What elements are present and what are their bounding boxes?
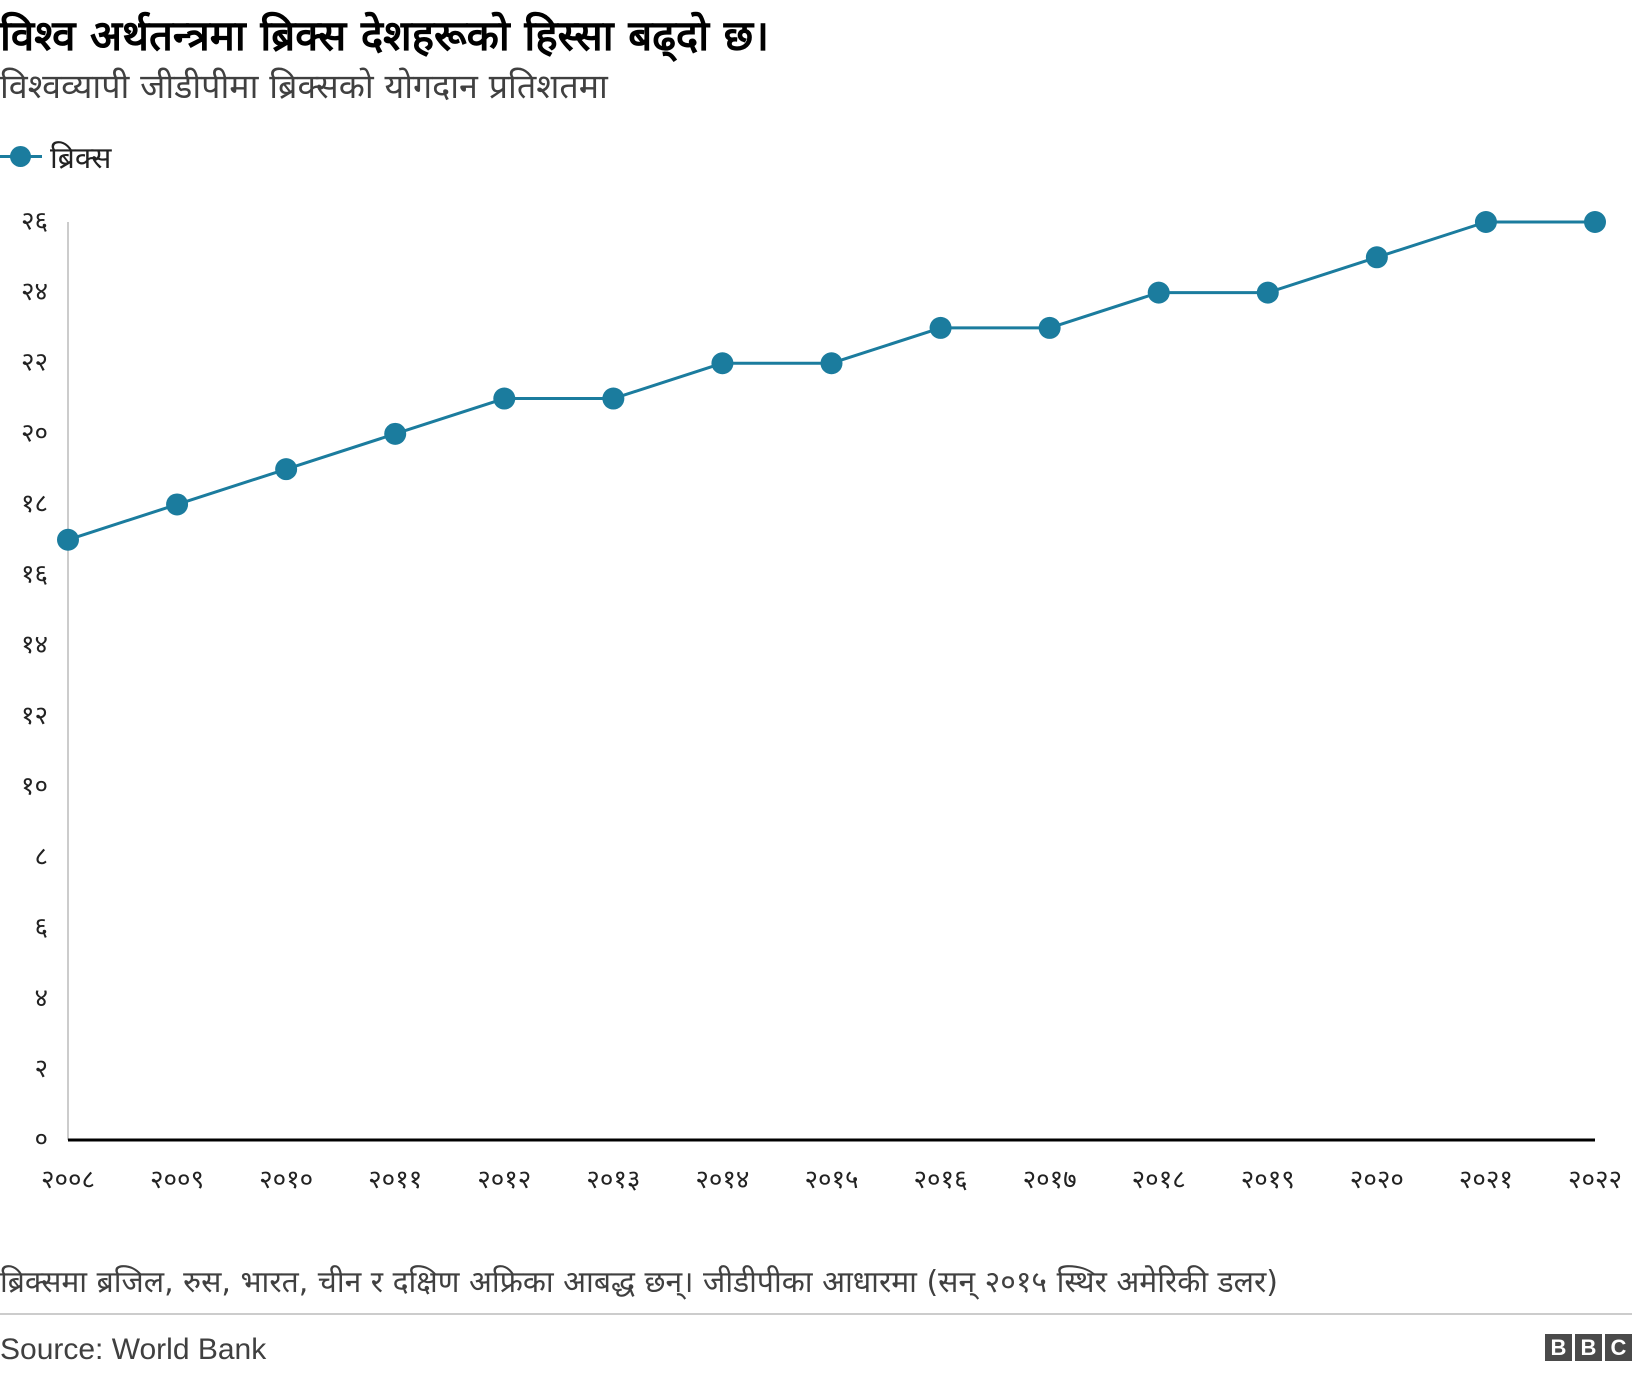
chart-note: ब्रिक्समा ब्रजिल, रुस, भारत, चीन र दक्षि… — [0, 1265, 1278, 1300]
legend-label: ब्रिक्स — [50, 140, 112, 176]
x-tick-label: २०२१ — [1459, 1165, 1513, 1195]
x-tick-label: २०१४ — [695, 1165, 749, 1195]
data-point — [1038, 316, 1061, 339]
y-tick-label: ४ — [34, 983, 48, 1013]
x-tick-label: २०२० — [1350, 1165, 1404, 1195]
data-point — [493, 387, 516, 410]
data-point — [275, 458, 298, 481]
data-point — [1474, 211, 1497, 233]
y-tick-label: ८ — [34, 842, 48, 872]
y-tick-label: ६ — [34, 913, 48, 943]
x-tick-label: २०१६ — [914, 1165, 968, 1195]
y-tick-label: ० — [34, 1125, 48, 1155]
data-point — [1584, 211, 1606, 233]
x-tick-label: २०१९ — [1241, 1165, 1295, 1195]
x-tick-label: २०१३ — [586, 1165, 640, 1195]
chart-title: विश्व अर्थतन्त्रमा ब्रिक्स देशहरूको हिस्… — [0, 11, 770, 60]
y-tick-label: १८ — [21, 489, 48, 519]
y-tick-label: १२ — [21, 701, 48, 731]
data-point — [1365, 246, 1388, 269]
bbc-logo-letter: C — [1605, 1334, 1632, 1361]
bbc-logo-letter: B — [1545, 1334, 1572, 1361]
x-tick-label: २०१५ — [804, 1165, 858, 1195]
footer-divider — [0, 1313, 1632, 1315]
bbc-logo: B B C — [1545, 1334, 1632, 1361]
y-tick-label: २४ — [21, 277, 48, 307]
y-tick-label: २ — [34, 1054, 48, 1084]
data-point — [57, 528, 79, 551]
legend: ब्रिक्स — [0, 136, 111, 176]
data-point — [384, 422, 407, 445]
data-point — [820, 352, 843, 375]
chart-subtitle: विश्वव्यापी जीडीपीमा ब्रिक्सको योगदान प्… — [0, 67, 608, 107]
legend-marker-icon — [0, 142, 42, 170]
data-point — [711, 352, 734, 375]
series-line — [67, 220, 1595, 542]
source-credit: Source: World Bank — [0, 1333, 267, 1366]
x-tick-label: २०१० — [259, 1165, 313, 1195]
x-tick-label: २०१७ — [1023, 1165, 1077, 1195]
data-point — [602, 387, 625, 410]
y-tick-label: १० — [21, 771, 48, 801]
data-point — [1256, 281, 1279, 304]
y-tick-label: २२ — [21, 348, 48, 378]
x-tick-label: २०११ — [368, 1165, 422, 1195]
x-tick-label: २०१८ — [1132, 1165, 1186, 1195]
data-point — [1147, 281, 1170, 304]
x-tick-label: २००९ — [150, 1165, 204, 1195]
x-tick-label: २००८ — [41, 1165, 95, 1195]
y-tick-label: २० — [21, 418, 48, 448]
data-point — [166, 493, 189, 516]
y-tick-label: २६ — [21, 207, 48, 237]
y-tick-label: १६ — [21, 560, 48, 590]
y-tick-label: १४ — [21, 630, 48, 660]
x-tick-label: २०२२ — [1568, 1165, 1622, 1195]
x-tick-label: २०१२ — [477, 1165, 531, 1195]
data-point — [929, 316, 952, 339]
bbc-logo-letter: B — [1575, 1334, 1602, 1361]
